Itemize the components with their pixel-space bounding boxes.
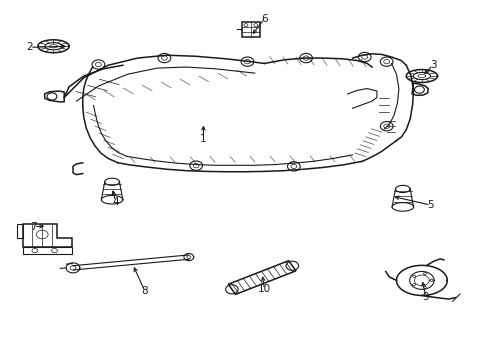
Text: 1: 1 <box>200 134 207 144</box>
Text: 3: 3 <box>430 60 437 70</box>
Text: 2: 2 <box>26 42 33 52</box>
Text: 5: 5 <box>427 200 434 210</box>
Text: 10: 10 <box>258 284 271 294</box>
Text: 7: 7 <box>30 222 37 231</box>
Text: 9: 9 <box>422 292 429 302</box>
Text: 8: 8 <box>142 286 148 296</box>
Text: 6: 6 <box>261 14 268 24</box>
Text: 4: 4 <box>112 197 119 207</box>
